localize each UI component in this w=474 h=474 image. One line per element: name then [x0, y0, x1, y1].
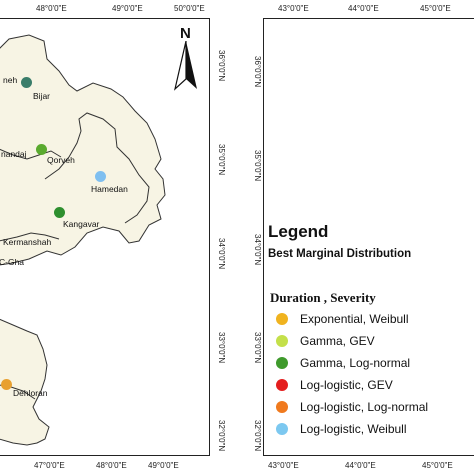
city-label-qorveh: Qorveh [47, 155, 75, 165]
province-boundary-hamedan [44, 112, 150, 224]
legend-item: Gamma, Log-normal [276, 356, 410, 370]
city-marker-qorveh [36, 144, 47, 155]
right-bottom-tick-0: 43°0'0"E [268, 461, 299, 470]
right-top-tick-1: 44°0'0"E [348, 4, 379, 13]
legend-item: Exponential, Weibull [276, 312, 409, 326]
right-map-panel [263, 18, 474, 456]
legend-heading: Duration , Severity [270, 290, 376, 305]
left-top-tick-0: 48°0'0"E [36, 4, 67, 13]
city-label-hamedan: Hamedan [91, 184, 128, 194]
province-region-lower [0, 318, 50, 446]
legend-swatch-exponential-weibull [276, 313, 288, 325]
legend-label: Log-logistic, Log-normal [300, 400, 429, 414]
legend-item: Gamma, GEV [276, 334, 375, 348]
right-top-tick-0: 43°0'0"E [278, 4, 309, 13]
city-label-kangavar: Kangavar [63, 219, 100, 229]
right-left-tick-3: 33°0'0"N [253, 332, 262, 364]
right-left-tick-0: 36°0'0"N [253, 56, 262, 88]
left-bottom-tick-1: 48°0'0"E [96, 461, 127, 470]
city-marker-neh [21, 77, 32, 88]
city-label-neh: neh [3, 75, 18, 85]
right-left-tick-4: 32°0'0"N [253, 420, 262, 452]
right-top-tick-2: 45°0'0"E [420, 4, 451, 13]
right-bottom-tick-2: 45°0'0"E [422, 461, 453, 470]
city-marker-hamedan [95, 171, 106, 182]
right-left-tick-2: 34°0'0"N [253, 234, 262, 266]
province-region-upper [0, 34, 166, 266]
right-bottom-tick-1: 44°0'0"E [345, 461, 376, 470]
left-top-tick-1: 49°0'0"E [112, 4, 143, 13]
left-bottom-tick-2: 49°0'0"E [148, 461, 179, 470]
legend-label: Log-logistic, Weibull [300, 422, 407, 436]
legend-swatch-gamma-lognormal [276, 357, 288, 369]
city-label-dehloran: Dehloran [13, 388, 48, 398]
left-right-tick-0: 36°0'0"N [217, 50, 226, 82]
legend-swatch-loglogistic-gev [276, 379, 288, 391]
legend-title: Legend [268, 222, 329, 241]
left-map-panel: N neh Bijar nandaj Qorveh Hamedan Kangav… [0, 18, 210, 456]
legend-item: Log-logistic, Weibull [276, 422, 407, 436]
left-top-tick-2: 50°0'0"E [174, 4, 205, 13]
north-arrow: N [171, 25, 201, 91]
city-label-kermanshah: Kermanshah [3, 237, 52, 247]
legend-label: Log-logistic, GEV [300, 378, 393, 392]
legend-label: Gamma, Log-normal [300, 356, 411, 370]
left-right-tick-4: 32°0'0"N [217, 420, 226, 452]
left-right-tick-2: 34°0'0"N [217, 238, 226, 270]
right-left-tick-1: 35°0'0"N [253, 150, 262, 182]
legend-swatch-loglogistic-weibull [276, 423, 288, 435]
legend-swatch-loglogistic-lognormal [276, 401, 288, 413]
city-label-bijar: Bijar [33, 91, 51, 101]
north-label: N [180, 25, 191, 42]
legend-item: Log-logistic, Log-normal [276, 400, 428, 414]
left-right-tick-3: 33°0'0"N [217, 332, 226, 364]
legend-label: Gamma, GEV [300, 334, 375, 348]
province-map [0, 34, 166, 446]
province-boundary-kurdistan [0, 148, 62, 160]
legend-subtitle: Best Marginal Distribution [268, 248, 412, 260]
left-right-tick-1: 35°0'0"N [217, 144, 226, 176]
city-label-cgha: C-Gha [0, 257, 25, 267]
legend-label: Exponential, Weibull [300, 312, 409, 326]
legend-item: Log-logistic, GEV [276, 378, 393, 392]
city-marker-kangavar [54, 207, 65, 218]
province-boundary-west [0, 232, 60, 242]
left-bottom-tick-0: 47°0'0"E [34, 461, 65, 470]
city-label-nandaj: nandaj [1, 149, 27, 159]
city-marker-dehloran [1, 379, 12, 390]
legend-swatch-gamma-gev [276, 335, 288, 347]
